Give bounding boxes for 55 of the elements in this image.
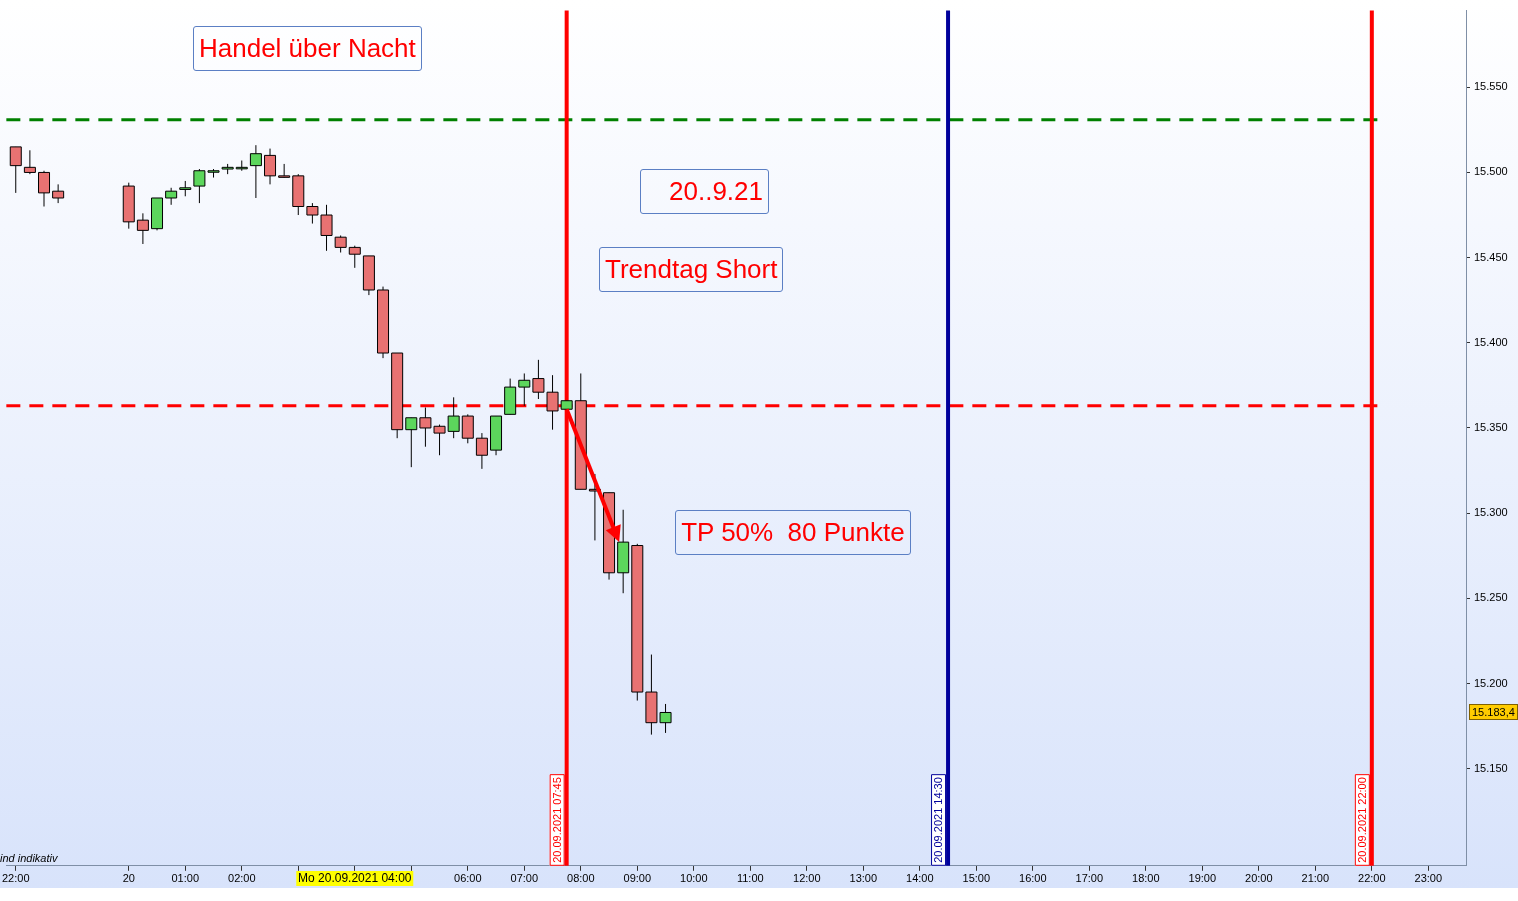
y-tick-label: 15.400	[1474, 335, 1508, 348]
candlestick	[475, 432, 488, 470]
annotation: Handel über Nacht	[193, 26, 422, 71]
ref-line-label: 20.09.2021 14:30	[932, 777, 945, 863]
ref-line-label: 20.09.2021 07:45	[550, 777, 563, 863]
candlestick	[38, 170, 51, 208]
y-tick-label: 15.300	[1474, 506, 1508, 519]
x-tick-label: 07:00	[510, 872, 539, 885]
annotation: Trendtag Short	[599, 247, 784, 292]
candlestick	[52, 183, 65, 204]
x-tick-label: 01:00	[171, 872, 200, 885]
x-tick-label: 18:00	[1132, 872, 1160, 885]
y-tick-label: 15.550	[1474, 80, 1508, 93]
x-tick-label: 14:00	[906, 872, 934, 885]
x-tick-label: 08:00	[567, 872, 595, 885]
candlestick	[264, 148, 277, 185]
y-tick-label: 15.350	[1474, 421, 1508, 434]
candlestick	[23, 149, 36, 175]
candlestick	[249, 144, 262, 199]
candlestick	[447, 396, 460, 439]
candlestick	[165, 187, 178, 206]
x-tick-label: 12:00	[793, 872, 821, 885]
x-tick-label: 11:00	[736, 872, 764, 885]
x-tick-label: 22:00	[2, 872, 30, 885]
x-tick-label: 23:00	[1414, 872, 1443, 885]
x-tick-label: 19:00	[1188, 872, 1217, 885]
candlestick	[136, 212, 149, 245]
candlestick	[9, 146, 22, 194]
y-tick-label: 15.500	[1474, 165, 1508, 178]
x-tick-label: 20:00	[1245, 872, 1273, 885]
text: 15.183,4	[1469, 704, 1518, 721]
x-tick-label: 16:00	[1019, 872, 1047, 885]
y-tick-label: 15.250	[1474, 591, 1508, 604]
candlestick	[405, 417, 418, 468]
candlestick	[461, 413, 474, 444]
x-tick-label: 10:00	[680, 872, 708, 885]
x-tick-label: 02:00	[228, 872, 256, 885]
annotation: 20..9.21	[640, 169, 769, 214]
y-tick-label: 15.150	[1474, 761, 1508, 774]
annotation: ind indikativ	[0, 852, 58, 864]
y-tick-label: 15.450	[1474, 250, 1508, 263]
x-tick-label: 20	[122, 872, 135, 885]
x-tick-label: 13:00	[849, 872, 878, 885]
annotation: TP 50% 80 Punkte	[675, 510, 911, 556]
x-tick-label: 21:00	[1301, 872, 1330, 885]
x-tick-label: 17:00	[1075, 872, 1104, 885]
x-tick-label: 06:00	[454, 872, 482, 885]
x-tick-label: 09:00	[623, 872, 652, 885]
x-tick-label: 22:00	[1358, 872, 1386, 885]
y-tick-label: 15.200	[1474, 676, 1508, 689]
candlestick	[518, 372, 531, 407]
text: Mo 20.09.2021 04:00	[296, 870, 414, 886]
ref-line-label: 20.09.2021 22:00	[1355, 777, 1368, 863]
candlestick	[348, 245, 361, 269]
x-tick-label: 15:00	[962, 872, 991, 885]
